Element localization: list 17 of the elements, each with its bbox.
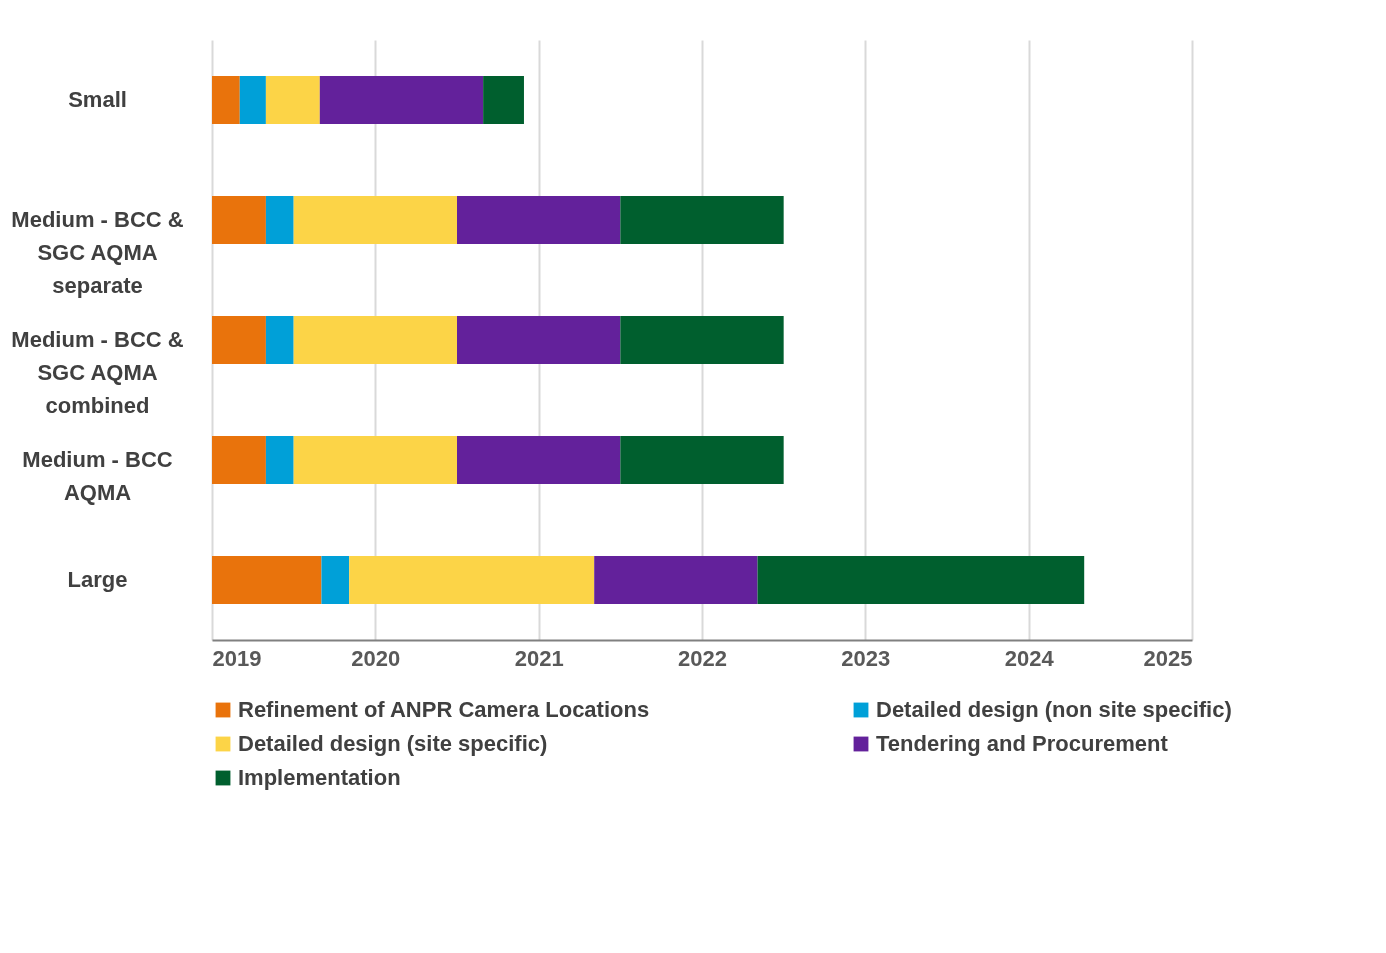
- y-tick-label: Medium - BCC AQMA: [22, 447, 173, 505]
- legend-label: Refinement of ANPR Camera Locations: [238, 697, 650, 722]
- legend-label: Tendering and Procurement: [876, 731, 1169, 756]
- y-tick-label: Medium - BCC & SGC AQMA combined: [11, 327, 184, 418]
- x-tick-label: 2025: [1143, 645, 1193, 671]
- x-tick-label: 2021: [514, 645, 564, 671]
- x-tick-label: 2019: [212, 645, 262, 671]
- legend-label: Detailed design (site specific): [238, 731, 548, 756]
- x-tick-label: 2024: [1004, 645, 1055, 671]
- x-tick-label: 2020: [351, 645, 401, 671]
- y-tick-label: Small: [68, 87, 127, 112]
- legend-label: Implementation: [238, 765, 401, 790]
- x-tick-label: 2023: [841, 645, 891, 671]
- x-tick-label: 2022: [678, 645, 727, 671]
- y-tick-label: Medium - BCC & SGC AQMA separate: [11, 207, 184, 298]
- y-tick-label: Large: [67, 567, 128, 592]
- legend-label: Detailed design (non site specific): [876, 697, 1232, 722]
